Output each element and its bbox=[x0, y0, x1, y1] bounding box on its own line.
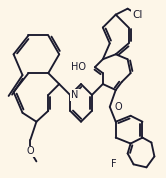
Text: F: F bbox=[111, 159, 117, 169]
Text: HO: HO bbox=[71, 62, 85, 72]
Text: Cl: Cl bbox=[132, 10, 143, 20]
Text: O: O bbox=[115, 102, 123, 112]
Text: N: N bbox=[71, 90, 79, 100]
Text: O: O bbox=[27, 146, 34, 156]
